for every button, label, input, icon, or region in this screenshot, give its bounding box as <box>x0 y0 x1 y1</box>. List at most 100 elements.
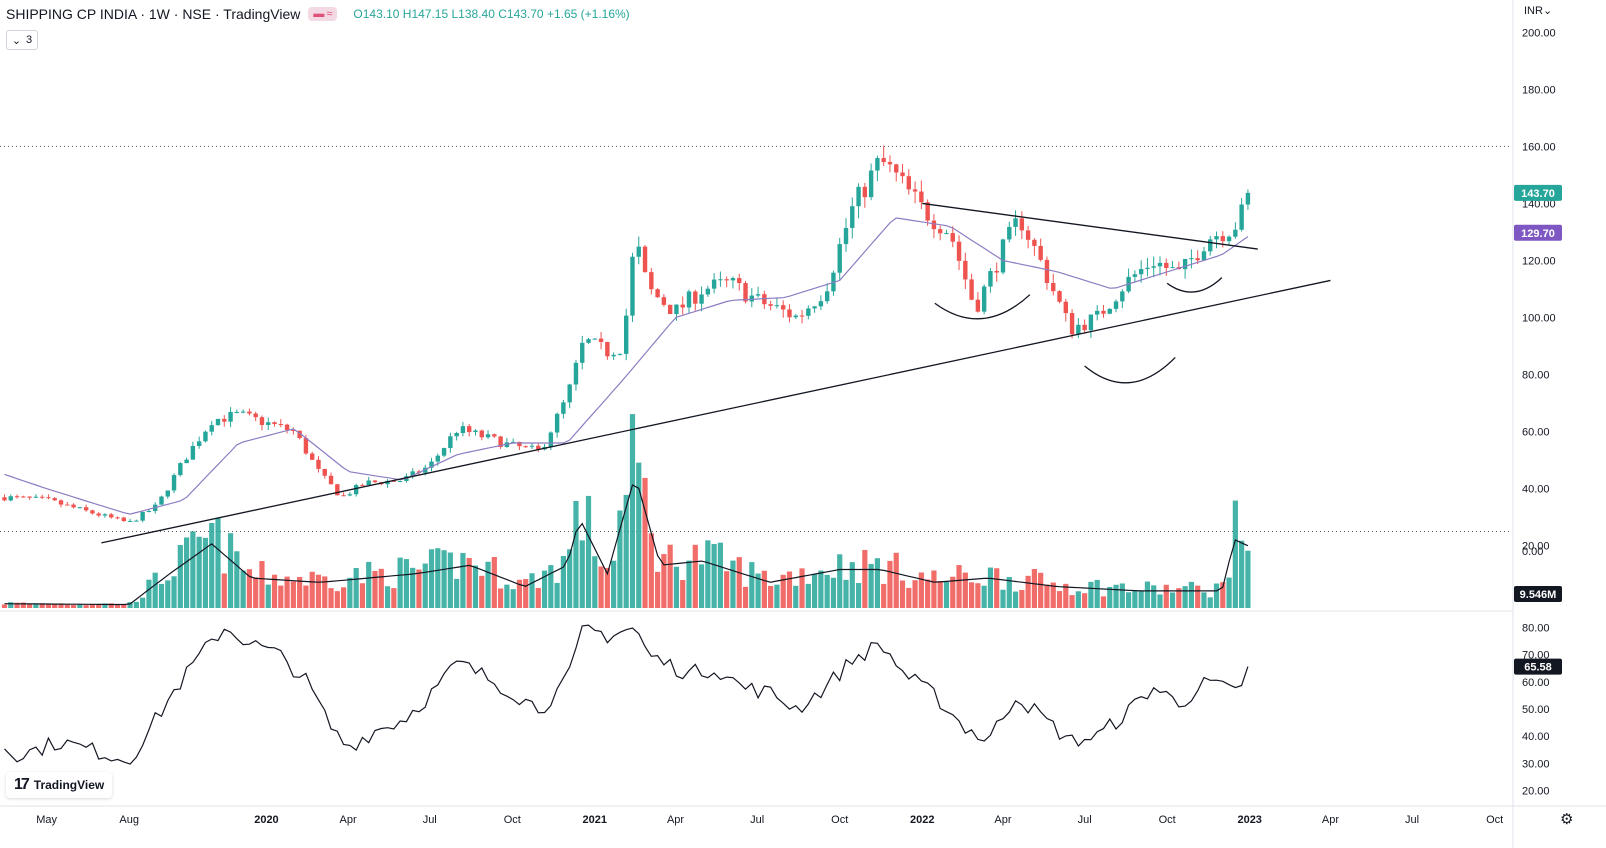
candle-body <box>347 494 353 496</box>
gear-icon[interactable]: ⚙ <box>1560 811 1574 828</box>
currency-selector[interactable]: INR⌄ <box>1524 4 1552 17</box>
tradingview-logo[interactable]: 17 TradingView <box>6 772 113 798</box>
candle-body <box>1051 282 1056 292</box>
time-tick-label: 2023 <box>1237 814 1261 826</box>
volume-bar <box>177 545 183 608</box>
volume-bar <box>1163 584 1169 608</box>
time-tick-label: 2022 <box>910 814 934 826</box>
volume-bar <box>887 560 893 608</box>
candle-body <box>931 220 937 230</box>
time-tick-label: Oct <box>1159 814 1176 826</box>
volume-bar <box>1245 550 1251 608</box>
volume-bar <box>598 566 604 608</box>
candle-body <box>1233 229 1238 237</box>
candle-body <box>510 441 516 443</box>
volume-bar <box>1182 586 1188 608</box>
indicators-collapse-button[interactable]: ⌄ 3 <box>6 30 38 50</box>
volume-bar <box>994 568 1000 608</box>
candle-body <box>523 446 528 448</box>
candle-body <box>1101 310 1106 314</box>
wave-icon[interactable]: ≈ <box>326 8 333 20</box>
volume-bar <box>1188 581 1194 608</box>
volume-bar <box>422 563 428 608</box>
candle-body <box>1226 236 1232 242</box>
time-tick-label: Jul <box>423 814 437 826</box>
volume-bar <box>121 604 127 608</box>
volume-bar <box>428 549 435 608</box>
time-tick-label: Oct <box>504 814 521 826</box>
indicator-toggle-group[interactable]: ▬ ≈ <box>308 7 338 21</box>
volume-bar <box>265 584 271 608</box>
volume-bar <box>579 540 585 608</box>
volume-bar <box>1094 579 1100 608</box>
candle-body <box>868 170 874 198</box>
ohlc-readout: O143.10 H147.15 L138.40 C143.70 +1.65 (+… <box>353 7 629 21</box>
candle-body <box>146 511 152 513</box>
volume-bar <box>592 556 598 608</box>
candle-body <box>14 496 20 498</box>
candle-body <box>278 424 284 426</box>
volume-bar <box>918 572 924 608</box>
volume-bar <box>1056 591 1063 608</box>
price-tick-label: 180.00 <box>1522 84 1556 96</box>
candle-body <box>1245 192 1251 205</box>
candle-body <box>297 430 302 439</box>
candle-body <box>737 278 742 284</box>
candle-body <box>165 490 170 497</box>
candle-body <box>460 426 466 434</box>
volume-bar <box>749 562 755 608</box>
volume-bar <box>962 572 968 608</box>
candle-body <box>667 304 673 315</box>
volume-bar <box>64 604 70 608</box>
volume-bar <box>158 583 165 608</box>
ma-value-badge: 129.70 <box>1521 228 1555 240</box>
symbol-title[interactable]: SHIPPING CP INDIA · 1W · NSE · TradingVi… <box>6 6 301 22</box>
candle-body <box>1113 301 1119 309</box>
candle-body <box>573 362 579 385</box>
volume-bar <box>906 587 912 608</box>
candle-body <box>780 305 786 310</box>
volume-bar <box>215 518 221 608</box>
candle-body <box>730 278 736 281</box>
volume-bar <box>152 572 158 608</box>
candle-body <box>536 445 541 450</box>
candle-body <box>561 402 566 414</box>
candle-body <box>77 507 83 509</box>
candle-body <box>1094 310 1100 315</box>
volume-bar <box>899 580 906 608</box>
candle-body <box>1120 291 1125 302</box>
rsi-value-badge-bg <box>1514 658 1562 675</box>
candle-body <box>963 260 968 280</box>
candle-body <box>1019 218 1025 231</box>
volume-bar <box>981 585 987 608</box>
candle-body <box>856 186 861 207</box>
volume-bar <box>1012 591 1019 608</box>
open-value: O143.10 <box>353 7 400 21</box>
candle-body <box>1107 308 1112 314</box>
candle-body <box>680 304 685 308</box>
ma-value-badge-bg <box>1514 224 1562 241</box>
volume-bar <box>14 602 20 608</box>
candle-body <box>1208 239 1213 252</box>
volume-bar <box>491 557 497 608</box>
volume-bar <box>133 601 139 608</box>
volume-bar <box>774 584 780 608</box>
volume-bar <box>1038 572 1044 608</box>
candle-body <box>661 297 667 305</box>
volume-bar <box>146 579 152 608</box>
candle-body <box>366 480 371 486</box>
volume-bar <box>33 603 39 608</box>
volume-bar <box>290 581 296 608</box>
volume-bar <box>874 558 880 608</box>
volume-bar <box>730 560 736 608</box>
price-tick-label: 100.00 <box>1522 313 1556 325</box>
volume-bar <box>617 510 623 608</box>
eye-icon[interactable]: ▬ <box>313 8 325 20</box>
volume-bar <box>780 574 786 608</box>
volume-bar <box>636 462 642 608</box>
volume-bar <box>516 579 523 608</box>
volume-bar <box>309 571 315 608</box>
time-tick-label: Oct <box>1486 814 1503 826</box>
candle-body <box>850 206 855 228</box>
